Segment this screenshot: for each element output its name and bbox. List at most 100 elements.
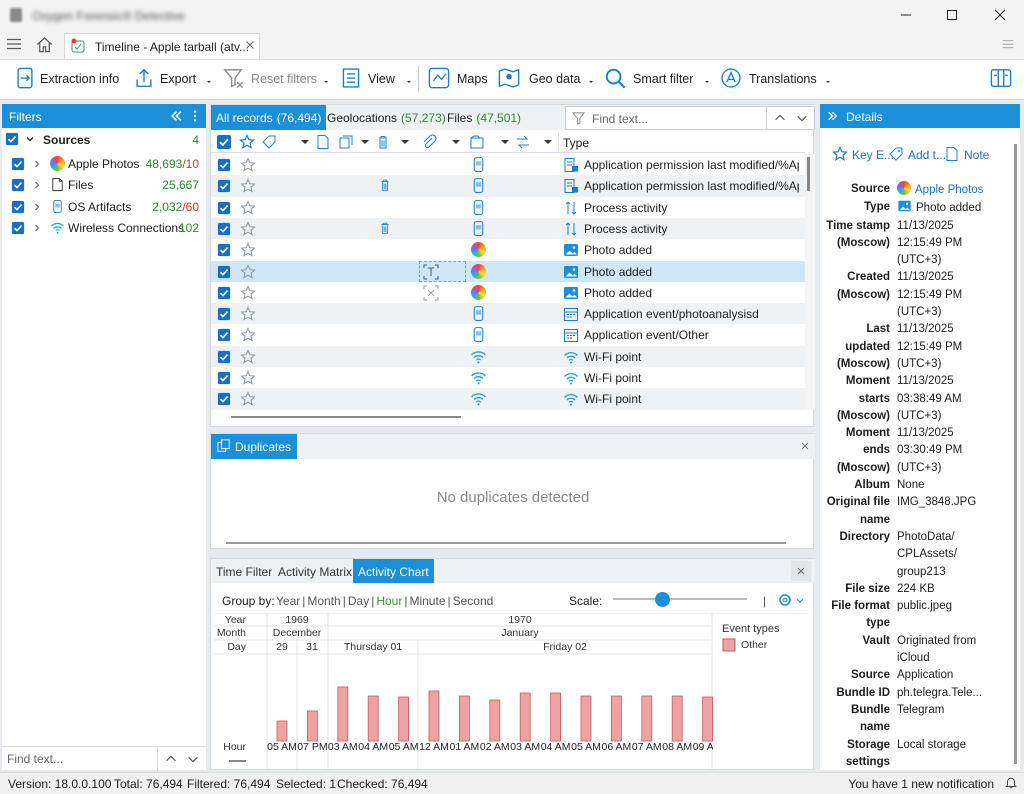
column-icon[interactable] <box>239 134 255 150</box>
star[interactable] <box>240 221 256 237</box>
column-icon[interactable] <box>497 134 513 150</box>
toolbar-button[interactable]: Reset filters <box>251 72 317 86</box>
records-search[interactable]: Find text... <box>565 106 815 130</box>
column-icon[interactable] <box>397 134 413 150</box>
toolbar-icon[interactable] <box>498 67 520 89</box>
record-row[interactable]: Photo added <box>211 281 805 304</box>
record-row[interactable]: Wi-Fi point <box>211 388 805 410</box>
checkbox[interactable] <box>217 350 231 364</box>
checkbox[interactable] <box>217 222 231 236</box>
column-title[interactable]: Type <box>563 136 590 150</box>
dropdown-arrow[interactable] <box>322 75 330 83</box>
up-button[interactable] <box>773 111 787 125</box>
column-icon[interactable] <box>515 134 531 150</box>
star[interactable] <box>240 178 256 194</box>
minimize-button[interactable] <box>898 7 914 23</box>
expand-button[interactable] <box>826 110 839 122</box>
expander[interactable] <box>31 158 43 170</box>
checkbox[interactable] <box>217 243 231 257</box>
dropdown-arrow[interactable] <box>405 75 413 83</box>
up-button[interactable] <box>164 752 178 766</box>
checkbox[interactable] <box>11 157 25 171</box>
action-icon[interactable] <box>832 146 848 162</box>
horizontal-scrollbar[interactable] <box>231 416 461 418</box>
activity-tab[interactable]: Activity Matrix <box>278 565 353 579</box>
toolbar-icon[interactable] <box>428 67 450 89</box>
collapse-button[interactable] <box>169 109 184 123</box>
activity-tab[interactable]: Time Filter <box>216 565 273 579</box>
toolbar-button[interactable]: Smart filter <box>633 72 694 86</box>
column-icon[interactable] <box>261 134 277 150</box>
checkbox[interactable] <box>11 221 25 235</box>
checkbox[interactable] <box>217 286 231 300</box>
tab-close[interactable] <box>243 38 257 52</box>
toolbar-icon[interactable] <box>133 67 155 89</box>
toolbar-icon[interactable] <box>340 67 362 89</box>
source-row[interactable]: Files 25,667 <box>2 174 206 195</box>
duplicates-tab[interactable]: Duplicates <box>211 434 298 459</box>
column-icon[interactable] <box>448 134 464 150</box>
tab-list-button[interactable] <box>1000 38 1016 52</box>
checkbox[interactable] <box>5 132 19 146</box>
expander[interactable] <box>31 222 43 234</box>
down-button[interactable] <box>186 752 200 766</box>
panel-menu[interactable] <box>191 109 199 123</box>
down-button[interactable] <box>795 111 809 125</box>
document-tab[interactable]: Timeline - Apple tarball (atv... <box>64 33 260 59</box>
expander[interactable] <box>31 179 43 191</box>
star[interactable] <box>240 157 256 173</box>
checkbox[interactable] <box>217 328 231 342</box>
group-option[interactable]: Day <box>347 594 370 608</box>
settings-button[interactable] <box>777 591 805 609</box>
records-tab[interactable]: Files (47,501) <box>442 105 526 130</box>
filters-search[interactable]: Find text... <box>2 746 206 771</box>
column-icon[interactable] <box>338 134 354 150</box>
expander[interactable] <box>31 201 43 213</box>
record-row[interactable]: Application permission last modified/%Ap… <box>211 175 805 197</box>
dropdown-arrow[interactable] <box>587 75 595 83</box>
star[interactable] <box>240 285 256 301</box>
action-icon[interactable] <box>888 146 904 162</box>
group-option[interactable]: Month <box>307 594 341 608</box>
star[interactable] <box>240 370 256 386</box>
layout-button[interactable] <box>988 67 1014 89</box>
record-row[interactable]: Process activity <box>211 217 805 240</box>
details-action[interactable]: Note <box>964 148 990 162</box>
dropdown-arrow[interactable] <box>205 75 213 83</box>
details-action[interactable]: Key E... <box>852 148 895 162</box>
close-window-button[interactable] <box>992 7 1008 23</box>
vertical-scrollbar[interactable] <box>1014 144 1017 764</box>
column-icon[interactable] <box>375 134 391 150</box>
records-tab[interactable]: All records (76,494) <box>211 105 327 130</box>
close-button[interactable] <box>799 440 811 452</box>
source-row[interactable]: Wireless Connections 102 <box>2 217 206 238</box>
dropdown-arrow[interactable] <box>703 75 711 83</box>
toolbar-button[interactable]: Maps <box>457 72 488 86</box>
toolbar-icon[interactable] <box>720 67 742 89</box>
column-icon[interactable] <box>357 134 373 150</box>
notification-text[interactable]: You have 1 new notification <box>848 777 994 791</box>
group-option[interactable]: Hour <box>376 594 403 608</box>
record-row[interactable]: Photo added <box>211 260 805 282</box>
scale-track[interactable] <box>613 598 747 600</box>
details-action[interactable]: Add t... <box>908 148 947 162</box>
scroll-thumb[interactable] <box>807 157 810 191</box>
maximize-button[interactable] <box>944 7 960 23</box>
home-button[interactable] <box>35 35 54 54</box>
record-row[interactable]: Process activity <box>211 196 805 218</box>
star[interactable] <box>240 391 256 407</box>
group-option[interactable]: Second <box>452 594 494 608</box>
toolbar-button[interactable]: Extraction info <box>40 72 120 86</box>
record-row[interactable]: Wi-Fi point <box>211 367 805 389</box>
column-icon[interactable] <box>315 134 331 150</box>
checkbox[interactable] <box>11 178 25 192</box>
horizontal-scrollbar[interactable] <box>226 542 786 544</box>
value-text[interactable]: Apple Photos <box>915 184 984 196</box>
toolbar-button[interactable]: Translations <box>749 72 817 86</box>
star[interactable] <box>240 199 256 216</box>
checkbox[interactable] <box>217 201 231 215</box>
record-row[interactable]: Application event/Other <box>211 324 805 346</box>
toolbar-button[interactable]: Export <box>160 72 197 86</box>
record-row[interactable]: Application event/photoanalysisd <box>211 303 805 325</box>
column-icon[interactable] <box>216 134 232 150</box>
